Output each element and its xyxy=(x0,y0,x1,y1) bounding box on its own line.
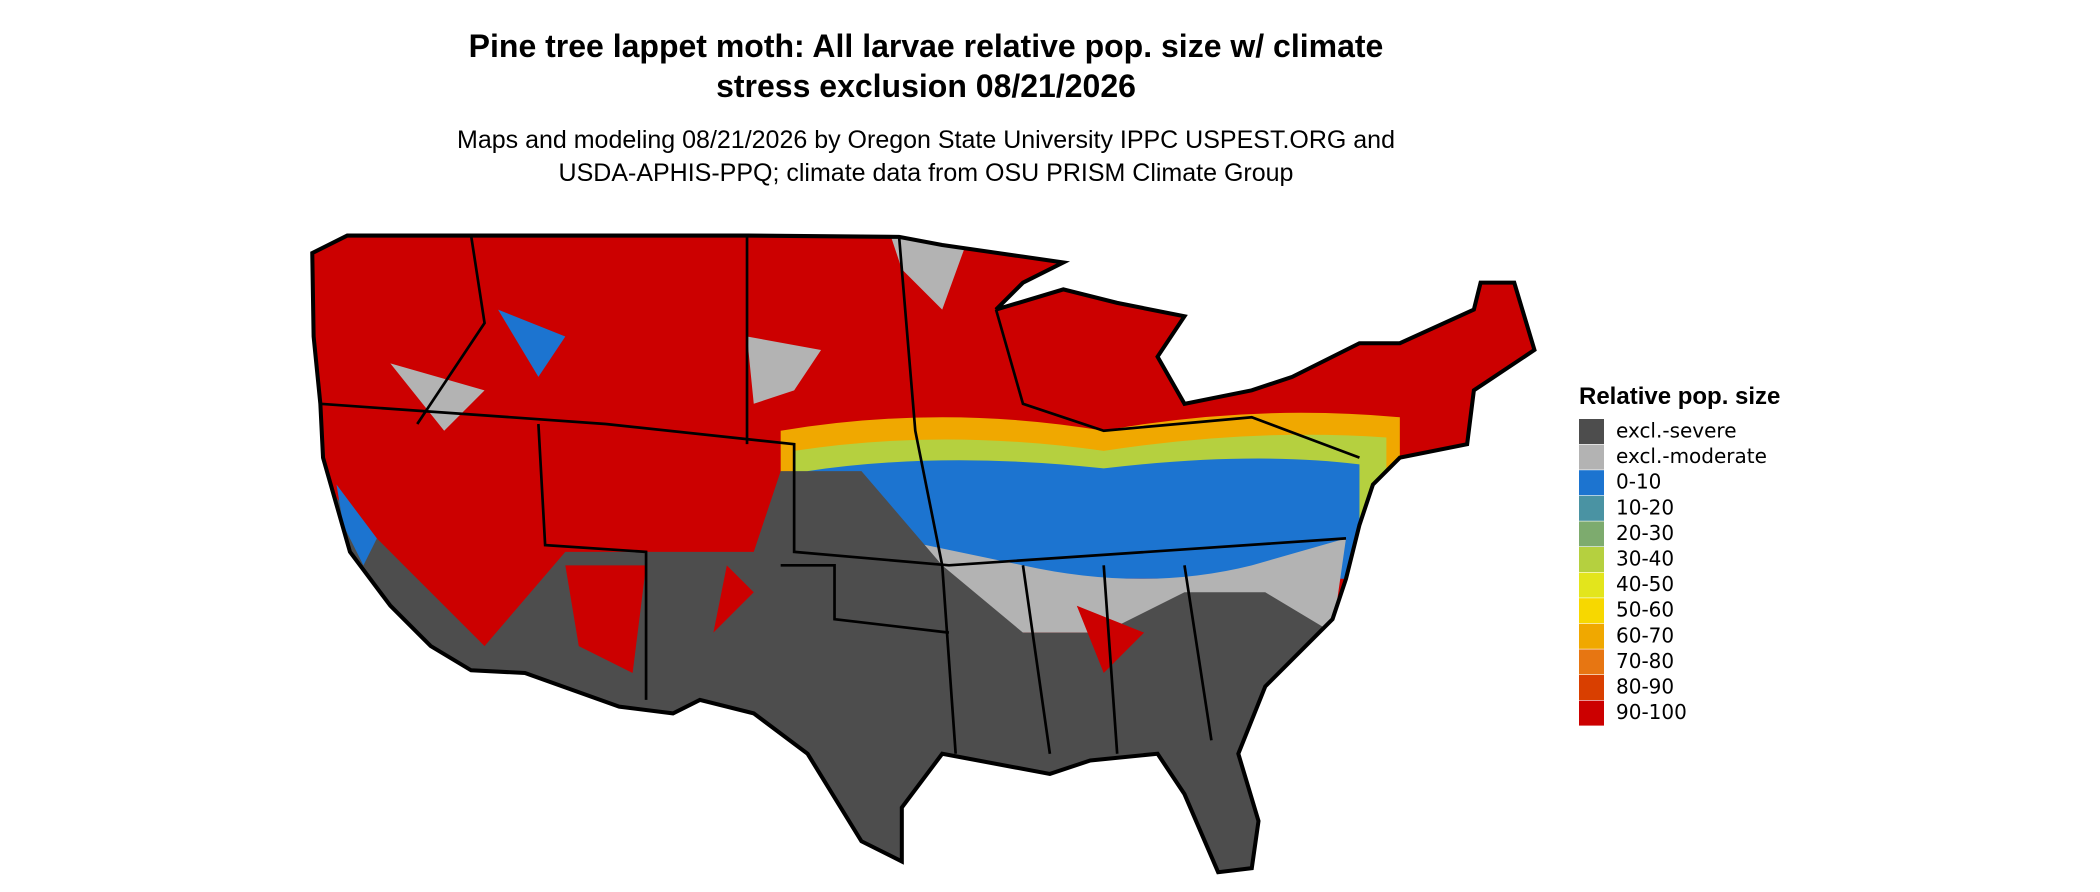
legend-label: 20-30 xyxy=(1616,521,1674,545)
legend-label: excl.-moderate xyxy=(1616,444,1767,468)
legend-swatch xyxy=(1579,547,1604,572)
legend-swatch xyxy=(1579,675,1604,700)
legend-swatch xyxy=(1579,700,1604,726)
map-title: Pine tree lappet moth: All larvae relati… xyxy=(469,28,1384,64)
legend-swatch xyxy=(1579,495,1604,521)
legend-swatch xyxy=(1579,521,1604,547)
legend-label: 90-100 xyxy=(1616,700,1687,724)
map xyxy=(296,215,1561,888)
legend-swatch xyxy=(1579,623,1604,649)
legend-label: 10-20 xyxy=(1616,495,1674,519)
legend-label: 30-40 xyxy=(1616,547,1674,571)
region xyxy=(336,309,566,566)
legend: excl.-severeexcl.-moderate0-1010-2020-30… xyxy=(1579,419,1767,726)
legend-swatch xyxy=(1579,572,1604,598)
legend-swatch xyxy=(1579,598,1604,624)
map-title: stress exclusion 08/21/2026 xyxy=(716,68,1136,104)
state-borders xyxy=(320,235,1360,754)
legend-swatch xyxy=(1579,444,1604,470)
region xyxy=(390,235,970,431)
region xyxy=(565,565,1145,673)
legend-swatch xyxy=(1579,649,1604,675)
legend-label: 0-10 xyxy=(1616,470,1661,494)
map-fill xyxy=(312,235,1535,873)
region xyxy=(807,458,1360,579)
map-subtitle: USDA-APHIS-PPQ; climate data from OSU PR… xyxy=(559,159,1294,187)
legend-label: excl.-severe xyxy=(1616,419,1737,443)
legend-label: 70-80 xyxy=(1616,649,1674,673)
legend-swatch xyxy=(1579,419,1604,444)
legend-label: 60-70 xyxy=(1616,623,1674,647)
legend-label: 40-50 xyxy=(1616,572,1674,596)
legend-swatch xyxy=(1579,470,1604,496)
legend-label: 80-90 xyxy=(1616,675,1674,699)
legend-title: Relative pop. size xyxy=(1579,383,1780,410)
map-subtitle: Maps and modeling 08/21/2026 by Oregon S… xyxy=(457,126,1395,154)
legend-label: 50-60 xyxy=(1616,598,1674,622)
